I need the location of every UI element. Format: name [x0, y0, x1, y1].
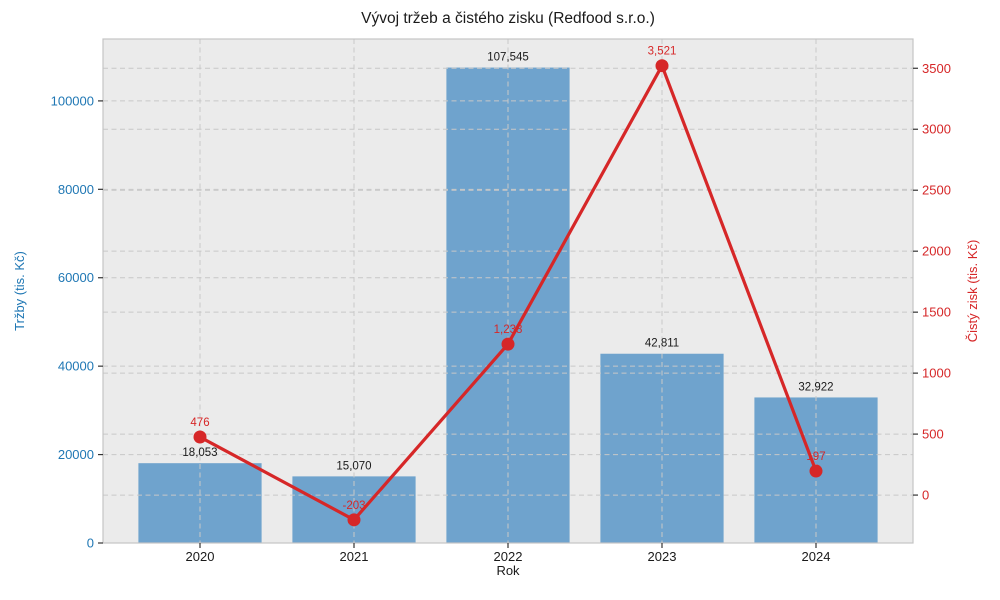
- line-label-2023: 3,521: [648, 46, 677, 58]
- right-tick-label: 3500: [922, 61, 951, 76]
- right-tick-label: 1000: [922, 366, 951, 381]
- bar-label-2023: 42,811: [645, 338, 679, 350]
- right-tick-label: 1500: [922, 305, 951, 320]
- right-tick-label: 2500: [922, 183, 951, 198]
- line-label-2021: -203: [342, 500, 365, 512]
- marker-2023: [655, 59, 669, 73]
- left-tick-label: 0: [87, 536, 94, 551]
- bar-label-2021: 15,070: [336, 460, 371, 472]
- right-tick-label: 0: [922, 488, 929, 503]
- x-axis-title: Rok: [496, 563, 520, 578]
- x-tick-label-2022: 2022: [494, 549, 523, 564]
- left-tick-label: 20000: [58, 447, 94, 462]
- bar-label-2020: 18,053: [182, 447, 217, 459]
- marker-2020: [193, 430, 207, 444]
- left-tick-label: 40000: [58, 359, 94, 374]
- right-tick-label: 3000: [922, 122, 951, 137]
- marker-2024: [809, 464, 823, 478]
- x-tick-label-2023: 2023: [648, 549, 677, 564]
- bar-label-2024: 32,922: [798, 381, 833, 393]
- x-tick-label-2021: 2021: [340, 549, 369, 564]
- right-tick-label: 2000: [922, 244, 951, 259]
- line-label-2024: 197: [806, 451, 825, 463]
- line-label-2020: 476: [190, 417, 209, 429]
- left-tick-label: 100000: [51, 93, 94, 108]
- line-label-2022: 1,238: [494, 324, 523, 336]
- x-tick-label-2020: 2020: [186, 549, 215, 564]
- chart-title: Vývoj tržeb a čistého zisku (Redfood s.r…: [361, 10, 655, 27]
- marker-2021: [347, 513, 361, 527]
- bar-label-2022: 107,545: [487, 52, 529, 64]
- right-tick-label: 500: [922, 427, 944, 442]
- x-tick-label-2024: 2024: [802, 549, 831, 564]
- marker-2022: [501, 337, 515, 351]
- left-tick-label: 60000: [58, 270, 94, 285]
- left-tick-label: 80000: [58, 182, 94, 197]
